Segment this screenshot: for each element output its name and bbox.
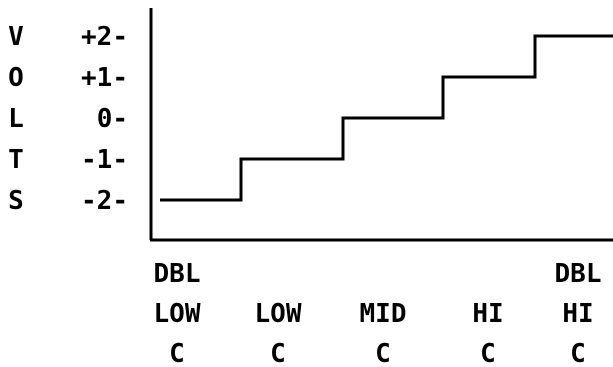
ylabel-letter: O [8,63,24,93]
x-category-label: LOW [154,299,201,329]
y-tick-label: +2- [81,22,128,52]
x-category-label: DBL [555,259,602,289]
ylabel-letter: S [8,186,24,216]
y-tick-label: +1- [81,63,128,93]
y-axis-ticks: +2- +1- 0- -1- -2- [81,22,128,216]
x-category-label: C [270,339,286,367]
x-category-label: LOW [255,299,302,329]
x-category-label: DBL [154,259,201,289]
y-tick-label: -2- [81,186,128,216]
y-tick-label: 0- [97,104,128,134]
x-category-label: C [169,339,185,367]
x-category-label: MID [360,299,407,329]
ylabel-letter: T [8,145,24,175]
x-category-label: C [480,339,496,367]
x-category-label: C [570,339,586,367]
y-tick-label: -1- [81,145,128,175]
x-category-label: HI [562,299,593,329]
x-axis-categories: DBL LOW C LOW C MID C HI C DBL HI C [154,259,602,367]
x-category-label: HI [472,299,503,329]
series-line [160,34,613,202]
series [160,34,613,202]
ylabel-letter: V [8,22,24,52]
ylabel-letter: L [8,104,24,134]
x-category-label: C [375,339,391,367]
